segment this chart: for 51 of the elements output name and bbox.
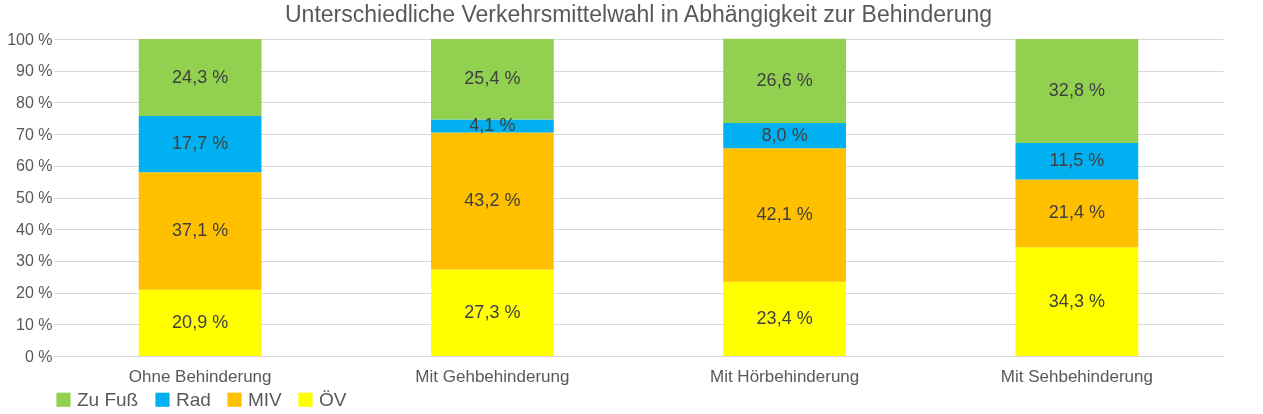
data-label: 21,4 % [1048,202,1105,223]
x-tick-label: Mit Hörbehinderung [709,366,860,386]
bar [1015,39,1139,143]
data-label: 24,3 % [172,66,229,87]
x-tick-label: Ohne Behinderung [128,366,272,386]
bar [138,116,262,173]
y-tick-label: 50 % [16,189,53,206]
bar [723,281,846,356]
y-tick-label: 30 % [16,252,53,270]
bar [431,269,554,356]
data-label: 32,8 % [1048,79,1105,100]
data-label: 34,3 % [1048,290,1105,311]
bar [723,38,846,124]
y-tick-label: 80 % [16,93,53,111]
x-tick-label: Mit Gehbehinderung [415,366,570,386]
bar [138,39,262,117]
data-label: 37,1 % [172,219,229,240]
data-label: 11,5 % [1049,150,1105,171]
chart-title: Unterschiedliche Verkehrsmittelwahl in Abhängigkeit zur Behinderung [284,1,993,27]
bar [723,148,846,282]
data-label: 20,9 % [172,311,229,332]
y-tick-label: 0 % [24,347,53,365]
x-tick-label: Mit Sehbehinderung [1000,366,1153,386]
data-label: 43,2 % [464,189,521,210]
data-label: 4,1 % [469,115,516,136]
legend-label: Rad [176,388,211,410]
y-tick-label: 60 % [16,157,53,175]
bar [1015,247,1139,356]
legend-label: ÖV [319,388,347,410]
bar [138,289,262,356]
data-label: 23,4 % [756,307,813,328]
y-tick-label: 70 % [16,125,53,143]
y-tick-label: 90 % [16,62,53,80]
legend-label: Zu Fuß [77,388,139,410]
data-label: 26,6 % [756,69,813,90]
bar [723,123,846,149]
bar [138,172,262,290]
data-label: 17,7 % [172,133,229,154]
bar [1015,179,1139,248]
data-label: 42,1 % [756,204,813,225]
bar [431,39,554,120]
legend-label: MIV [248,388,283,410]
y-tick-label: 100 % [7,30,53,48]
data-label: 25,4 % [464,68,521,89]
y-tick-label: 20 % [16,284,53,302]
data-label: 27,3 % [464,301,521,322]
y-tick-label: 10 % [16,315,53,333]
data-label: 8,0 % [761,124,808,145]
bar [1015,142,1139,180]
y-tick-label: 40 % [16,220,53,238]
bar [431,132,554,270]
